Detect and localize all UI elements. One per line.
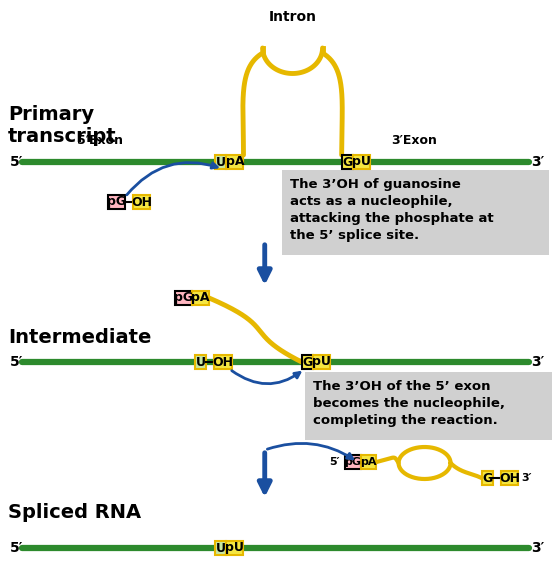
Text: Intermediate: Intermediate	[8, 328, 151, 347]
FancyBboxPatch shape	[192, 291, 209, 305]
Text: G: G	[302, 355, 312, 368]
Text: pU: pU	[226, 542, 244, 555]
Text: OH: OH	[212, 355, 234, 368]
FancyBboxPatch shape	[282, 170, 549, 255]
Text: U: U	[195, 355, 206, 368]
Text: U: U	[216, 156, 226, 169]
Text: pU: pU	[312, 355, 332, 368]
Text: The 3’OH of guanosine
acts as a nucleophile,
attacking the phosphate at
the 5’ s: The 3’OH of guanosine acts as a nucleoph…	[290, 178, 493, 242]
FancyBboxPatch shape	[342, 155, 353, 169]
Text: U: U	[216, 542, 226, 555]
Text: 5′: 5′	[329, 457, 340, 467]
FancyBboxPatch shape	[353, 155, 370, 169]
Text: 5′Exon: 5′Exon	[77, 134, 123, 147]
Text: 5′: 5′	[10, 155, 24, 169]
Text: pA: pA	[360, 457, 377, 467]
Text: 3′Exon: 3′Exon	[391, 134, 437, 147]
Text: 3′: 3′	[531, 541, 545, 555]
Text: pA: pA	[226, 156, 244, 169]
Text: G: G	[482, 471, 492, 484]
Text: Primary
transcript: Primary transcript	[8, 105, 116, 146]
FancyBboxPatch shape	[344, 455, 361, 469]
FancyBboxPatch shape	[175, 291, 192, 305]
FancyBboxPatch shape	[482, 471, 493, 485]
Text: 3′: 3′	[531, 155, 545, 169]
Text: 5′: 5′	[10, 355, 24, 369]
FancyBboxPatch shape	[108, 195, 125, 209]
Text: pA: pA	[192, 291, 210, 305]
FancyBboxPatch shape	[215, 155, 226, 169]
FancyBboxPatch shape	[215, 541, 226, 555]
Text: pG: pG	[344, 457, 361, 467]
Text: Intron: Intron	[269, 10, 316, 24]
Text: pG: pG	[107, 195, 126, 208]
FancyBboxPatch shape	[302, 355, 313, 369]
Text: G: G	[342, 156, 353, 169]
Text: pG: pG	[174, 291, 193, 305]
Text: 3′: 3′	[531, 355, 545, 369]
Text: 3′: 3′	[521, 473, 531, 483]
Text: The 3’OH of the 5’ exon
becomes the nucleophile,
completing the reaction.: The 3’OH of the 5’ exon becomes the nucl…	[312, 380, 505, 427]
FancyBboxPatch shape	[214, 355, 231, 369]
FancyBboxPatch shape	[305, 372, 552, 440]
FancyBboxPatch shape	[226, 155, 244, 169]
Text: OH: OH	[499, 471, 520, 484]
FancyBboxPatch shape	[226, 541, 244, 555]
FancyBboxPatch shape	[361, 455, 376, 469]
Text: 5′: 5′	[10, 541, 24, 555]
Text: pU: pU	[352, 156, 371, 169]
FancyBboxPatch shape	[313, 355, 330, 369]
Text: Spliced RNA: Spliced RNA	[8, 503, 141, 522]
FancyBboxPatch shape	[195, 355, 207, 369]
FancyBboxPatch shape	[133, 195, 150, 209]
Text: OH: OH	[131, 195, 152, 208]
FancyBboxPatch shape	[501, 471, 518, 485]
